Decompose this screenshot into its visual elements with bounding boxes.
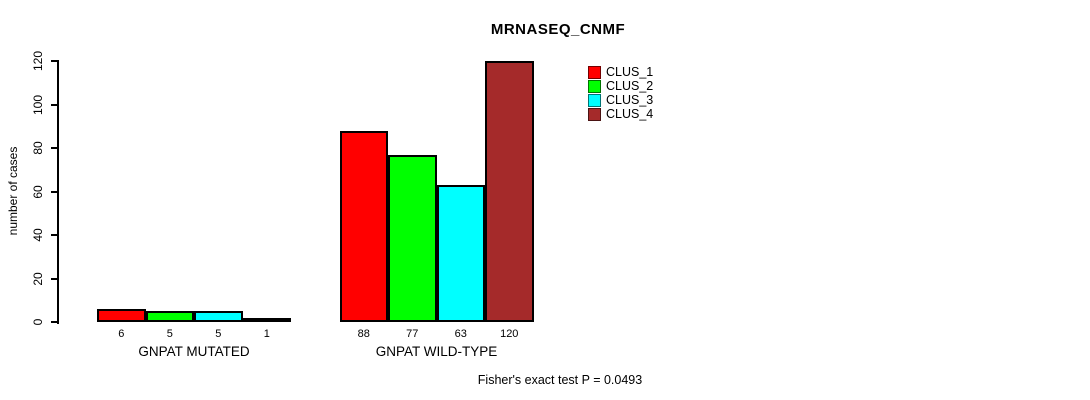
bar-clus_2-group2 — [388, 155, 437, 322]
legend-swatch-clus_3 — [588, 94, 601, 107]
bar-value-label: 77 — [406, 328, 419, 340]
legend-swatch-clus_1 — [588, 66, 601, 79]
y-tick-mark — [51, 321, 58, 323]
bar-clus_4-group1 — [242, 318, 291, 322]
group-label-2: GNPAT WILD-TYPE — [375, 344, 498, 359]
legend-label-clus_1: CLUS_1 — [606, 65, 654, 79]
y-tick-mark — [51, 60, 58, 62]
y-tick-mark — [51, 147, 58, 149]
y-tick-label: 80 — [31, 141, 45, 155]
bar-clus_3-group2 — [436, 185, 485, 322]
bar-value-label: 120 — [500, 328, 519, 340]
legend-label-clus_4: CLUS_4 — [606, 107, 654, 121]
bar-clus_1-group1 — [97, 309, 146, 322]
bar-value-label: 88 — [357, 328, 370, 340]
bar-clus_4-group2 — [485, 61, 534, 322]
bar-value-label: 5 — [166, 328, 173, 340]
y-tick-mark — [51, 190, 58, 193]
bar-clus_1-group2 — [339, 131, 388, 322]
legend-label-clus_3: CLUS_3 — [606, 93, 654, 107]
legend-swatch-clus_2 — [588, 80, 601, 93]
bar-clus_2-group1 — [145, 311, 194, 322]
legend-label-clus_2: CLUS_2 — [606, 79, 654, 93]
bar-clus_3-group1 — [194, 311, 243, 322]
y-tick-mark — [51, 103, 58, 106]
y-tick-label: 100 — [31, 94, 45, 115]
group-label-1: GNPAT MUTATED — [138, 344, 250, 359]
y-axis-label: number of cases — [6, 146, 20, 236]
y-tick-mark — [51, 234, 58, 236]
stat-test-caption: Fisher's exact test P = 0.0493 — [477, 373, 643, 387]
y-tick-label: 60 — [31, 184, 45, 199]
y-tick-label: 40 — [31, 228, 45, 242]
y-tick-mark — [51, 277, 58, 280]
y-axis-line — [57, 60, 59, 324]
bar-value-label: 6 — [118, 328, 125, 340]
bar-value-label: 63 — [454, 328, 467, 340]
bar-value-label: 5 — [215, 328, 222, 340]
legend-swatch-clus_4 — [588, 108, 601, 121]
chart-title: MRNASEQ_CNMF — [490, 21, 626, 38]
bar-value-label: 1 — [263, 328, 270, 340]
y-tick-label: 120 — [31, 50, 45, 72]
y-tick-label: 20 — [31, 271, 45, 286]
y-tick-label: 0 — [31, 318, 45, 326]
